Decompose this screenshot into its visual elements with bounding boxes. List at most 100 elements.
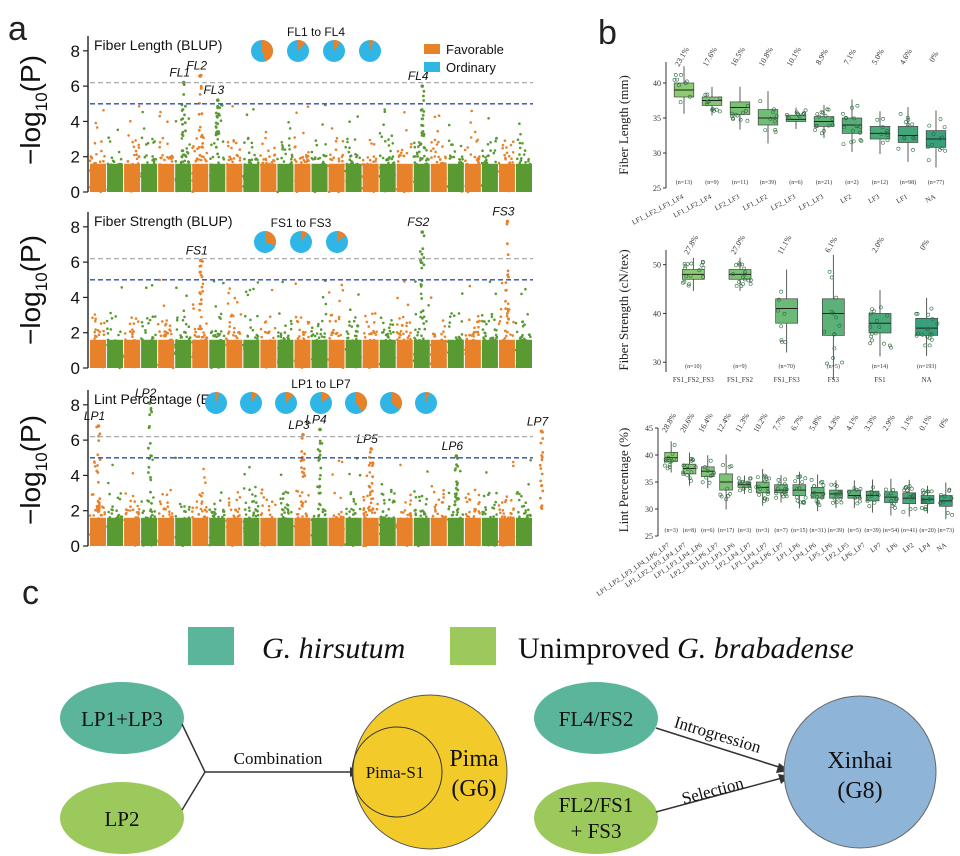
snp-point — [498, 320, 502, 323]
snp-point — [354, 316, 357, 319]
snp-point — [94, 328, 97, 331]
snp-band — [345, 339, 362, 368]
snp-point — [478, 501, 481, 504]
snp-point — [296, 320, 300, 324]
snp-point — [368, 138, 372, 142]
peak-point — [367, 509, 371, 512]
snp-point — [434, 503, 438, 507]
snp-point — [382, 123, 385, 126]
snp-point — [356, 330, 359, 333]
box-point — [837, 491, 842, 495]
box-percentage: 20.6% — [678, 411, 696, 434]
box-point — [721, 463, 725, 467]
snp-band — [141, 163, 158, 192]
snp-point — [481, 513, 485, 516]
peak-point — [420, 117, 424, 121]
box-point — [667, 462, 672, 467]
box-percentage: 3.3% — [862, 413, 878, 432]
snp-point — [238, 148, 242, 151]
y-tick-label: 8 — [71, 396, 80, 415]
peak-point — [181, 149, 185, 153]
snp-point — [345, 330, 349, 333]
snp-point — [99, 513, 103, 517]
box-point — [742, 266, 746, 271]
snp-point — [526, 313, 529, 316]
snp-point — [252, 500, 256, 503]
snp-point — [169, 515, 173, 519]
snp-point — [509, 511, 512, 515]
snp-point — [351, 161, 355, 165]
snp-point — [405, 151, 409, 155]
peak-point — [198, 264, 202, 268]
snp-point — [373, 511, 377, 515]
box-point — [683, 263, 688, 268]
snp-band — [345, 163, 362, 192]
snp-point — [221, 104, 224, 107]
box-category-label: LF3 — [867, 192, 882, 205]
pie-favorable — [334, 39, 341, 51]
snp-point — [131, 335, 134, 339]
box-point — [749, 278, 753, 283]
box-percentage: 27.0% — [729, 233, 747, 256]
snp-point — [311, 333, 315, 336]
box-point — [779, 324, 784, 329]
peak-point — [214, 133, 218, 137]
box-point — [868, 324, 873, 329]
peak-point — [198, 324, 202, 328]
snp-point — [418, 499, 422, 503]
box-point — [711, 107, 715, 112]
peak-point — [421, 309, 425, 313]
box-point — [929, 306, 934, 311]
snp-point — [339, 515, 343, 518]
box-point — [745, 104, 750, 108]
snp-point — [337, 317, 341, 321]
snp-point — [88, 514, 92, 517]
peak-point — [97, 501, 101, 504]
box-y-tick-label: 35 — [645, 478, 653, 487]
snp-point — [444, 155, 447, 159]
snp-point — [385, 514, 388, 517]
box-point — [935, 321, 940, 326]
box-point — [881, 140, 885, 145]
peak-point — [149, 454, 153, 458]
snp-point — [442, 489, 445, 492]
snp-point — [102, 109, 105, 112]
snp-point — [284, 324, 287, 328]
snp-point — [289, 319, 293, 323]
manhattan-title: Lint Percentage (E2) — [94, 391, 222, 407]
box-point — [737, 280, 742, 284]
box-point — [776, 308, 780, 313]
snp-point — [503, 139, 507, 142]
peak-top-point — [454, 454, 459, 458]
snp-point — [521, 142, 524, 145]
box-y-tick-label: 40 — [653, 309, 661, 318]
peak-point — [96, 453, 100, 457]
snp-point — [403, 509, 407, 512]
box-point — [858, 138, 863, 142]
box-point — [929, 489, 934, 494]
ylabel-tail: (P) — [15, 235, 46, 272]
snp-point — [465, 514, 469, 518]
snp-band — [430, 517, 447, 546]
snp-band — [294, 339, 311, 368]
manhattan-ylabel-3: −log10(P) — [15, 415, 51, 525]
snp-point — [483, 161, 486, 164]
box-point — [847, 489, 851, 494]
snp-point — [414, 328, 417, 332]
box-count: (n=12) — [872, 179, 888, 186]
snp-point — [370, 497, 373, 501]
node-lp1-lp3 — [60, 682, 184, 754]
box-point — [708, 458, 713, 463]
snp-point — [238, 330, 241, 334]
snp-point — [337, 157, 341, 160]
snp-point — [267, 331, 270, 335]
box-point — [855, 103, 860, 108]
snp-point — [482, 494, 486, 498]
snp-band — [515, 339, 532, 368]
snp-point — [356, 115, 360, 118]
box-point — [839, 500, 844, 505]
box-point — [802, 111, 806, 116]
snp-point — [128, 330, 132, 333]
snp-point — [290, 510, 293, 514]
box-point — [819, 131, 824, 136]
